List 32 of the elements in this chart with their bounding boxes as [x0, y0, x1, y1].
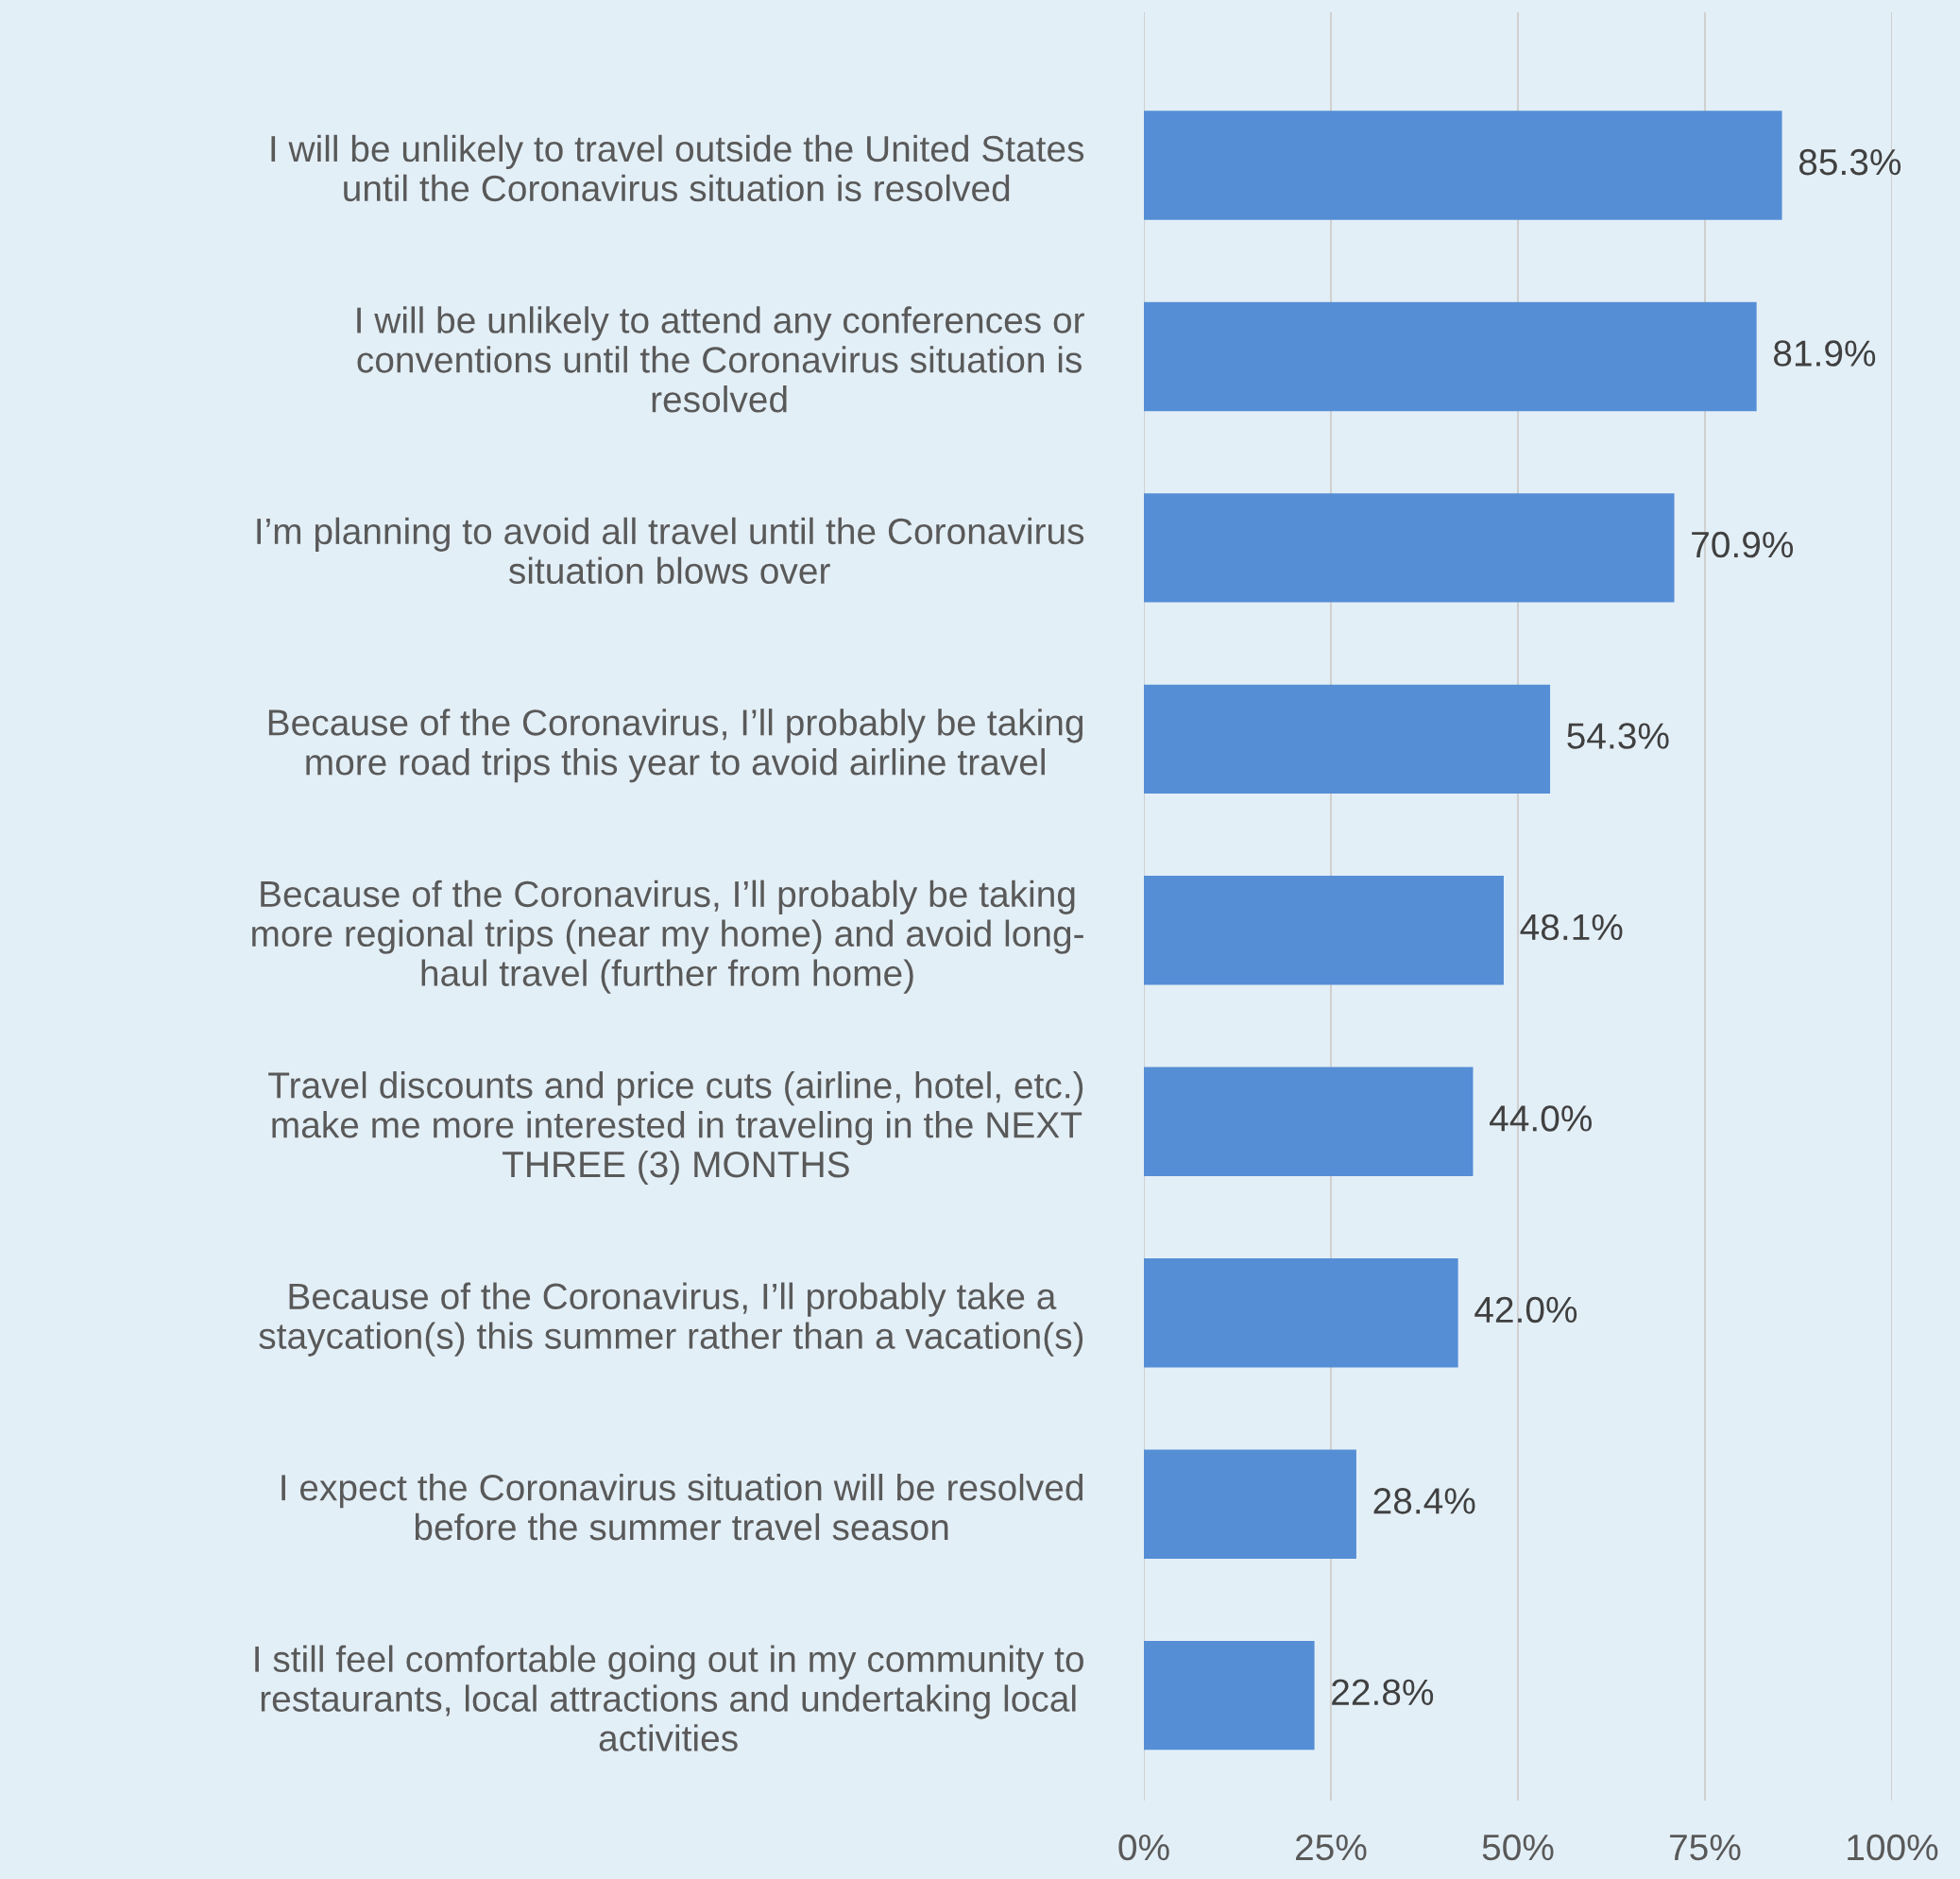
x-tick-label: 0% [1118, 1834, 1169, 1861]
y-tick-label: Because of the Coronavirus, I’ll probably be taking more regional trips (near my home) and avoid long- haul travel (further from home) [252, 880, 1083, 994]
data-label: 42.0% [1474, 1296, 1577, 1324]
data-label: 28.4% [1373, 1488, 1475, 1514]
y-tick-label: I’m planning to avoid all travel until the Coronavirus situation blows over [257, 517, 1084, 585]
y-tick-label: Because of the Coronavirus, I’ll probably be taking more road trips this year to avoid airline travel [268, 709, 1083, 783]
x-tick-label: 50% [1482, 1834, 1554, 1861]
data-label: 70.9% [1692, 531, 1794, 558]
y-tick-label: Travel discounts and price cuts (airline, hotel, etc.) make me more interested in traveling in the NEXT THREE (3) MONTHS [268, 1071, 1083, 1186]
bar [1144, 876, 1504, 985]
data-label: 22.8% [1332, 1679, 1434, 1706]
data-label: 54.3% [1567, 723, 1669, 749]
data-label: 85.3% [1798, 148, 1901, 176]
data-label: 81.9% [1774, 340, 1876, 367]
bar [1144, 1258, 1458, 1368]
y-tick-label: I still feel comfortable going out in my community to restaurants, local attractions and undertaking local activities [255, 1645, 1083, 1751]
bar [1144, 1640, 1315, 1751]
data-label: 48.1% [1520, 914, 1623, 941]
bar [1144, 111, 1782, 220]
y-tick-label: I will be unlikely to travel outside the United States until the Coronavirus situation is resolved [271, 134, 1084, 202]
y-tick-label: I will be unlikely to attend any conferences or conventions until the Coronavirus situation is resolved [357, 306, 1084, 413]
bar [1144, 1067, 1474, 1176]
y-tick-label: Because of the Coronavirus, I’ll probably take a staycation(s) this summer rather than a vacation(s) [259, 1282, 1083, 1357]
bar [1144, 684, 1551, 794]
x-tick-label: 75% [1670, 1834, 1741, 1861]
y-tick-label: I expect the Coronavirus situation will be resolved before the summer travel season [281, 1473, 1083, 1541]
x-tick-label: 100% [1848, 1834, 1938, 1861]
data-label: 44.0% [1490, 1105, 1593, 1132]
bar [1144, 493, 1675, 603]
bar [1144, 301, 1757, 412]
bar [1144, 1449, 1356, 1559]
x-tick-label: 25% [1296, 1834, 1367, 1861]
